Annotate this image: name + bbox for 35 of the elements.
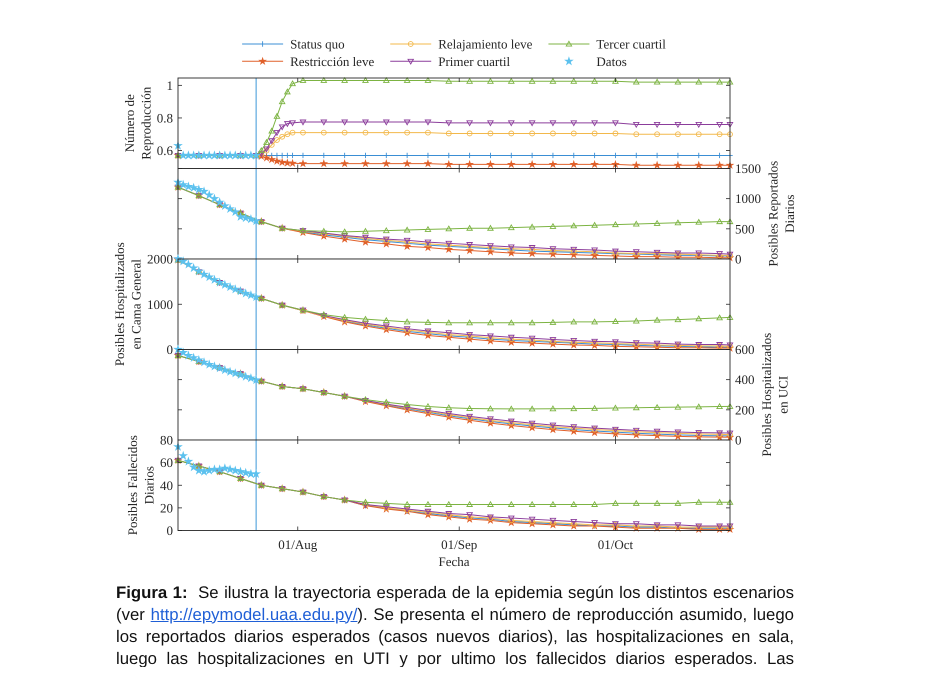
y-tick-label: 60: [160, 455, 173, 470]
y-tick-label: 0: [735, 252, 742, 266]
y-tick-label: 20: [160, 500, 173, 516]
legend-label: Datos: [596, 54, 627, 69]
y-tick-label: 1000: [147, 296, 173, 312]
x-tick-label: 01/Aug: [278, 537, 318, 552]
y-axis-title: Posibles Reportados Diarios: [766, 160, 797, 267]
legend-label: Primer cuartil: [438, 54, 510, 69]
legend-label: Relajamiento leve: [438, 36, 533, 52]
x-tick-label: 01/Sep: [441, 537, 478, 552]
legend-label: Restricción leve: [290, 54, 374, 69]
y-tick-label: 1: [166, 78, 173, 93]
x-tick-label: 01/Oct: [598, 537, 634, 552]
y-tick-label: 0.8: [156, 110, 173, 126]
y-tick-label: 40: [160, 478, 173, 493]
y-tick-label: 600: [735, 342, 754, 357]
y-tick-label: 0: [735, 432, 742, 448]
y-tick-label: 2000: [147, 252, 173, 266]
y-tick-label: 1000: [735, 191, 761, 206]
legend-label: Status quo: [290, 36, 345, 52]
y-axis-title: Posibles Fallecidos Diarios: [125, 435, 156, 536]
y-tick-label: 400: [735, 372, 754, 388]
y-axis-title: Posibles Hospitalizados en Cama General: [112, 242, 144, 366]
y-axis-title: Número de Reproducción: [122, 86, 154, 160]
y-tick-label: 0: [166, 342, 173, 357]
legend-label: Tercer cuartil: [596, 36, 666, 52]
y-tick-label: 500: [735, 221, 754, 236]
y-tick-label: 80: [160, 432, 173, 448]
y-tick-label: 1500: [735, 161, 761, 176]
y-tick-label: 0: [166, 523, 173, 538]
text: Figura 1: Se ilustra la trayectoria esperada de la epidemia según los distintos escenarios (ver http://epymodel.uaa.edu.py/). Se presenta el número de reproducción asumido, luego los reportados diarios esperados (casos nuevos diarios), las hospitalizaciones en sala, luego las hospitalizaciones en UTI y por ultimo los fallecidos diarios esperados. Las: [116, 582, 794, 668]
y-axis-title: Posibles Hospitalizados en UCI: [759, 332, 790, 457]
x-axis-title: Fecha: [438, 554, 470, 569]
y-tick-label: 200: [735, 402, 754, 418]
y-tick-label: 0.6: [156, 143, 174, 158]
